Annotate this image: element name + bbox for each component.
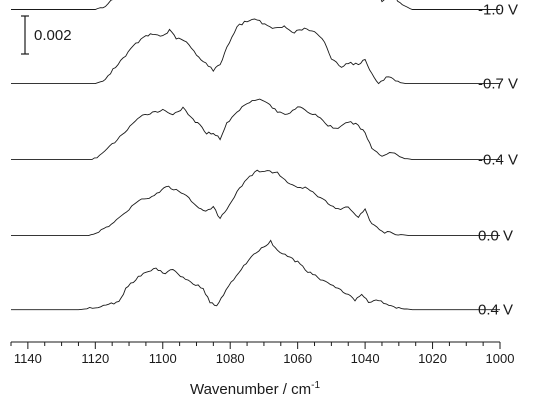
x-tick-label: 1140: [14, 351, 42, 366]
series-label-4: 0.0 V: [478, 228, 513, 245]
x-axis-title-text: Wavenumber / cm: [190, 381, 311, 398]
series-line-5: [11, 239, 500, 311]
x-tick-label: 1120: [81, 351, 109, 366]
x-tick-label: 1020: [418, 351, 447, 366]
x-tick-label: 1000: [486, 351, 515, 366]
x-tick-label: 1080: [216, 351, 245, 366]
series-label-3: -0.4 V: [478, 152, 518, 169]
series-line-3: [11, 98, 500, 161]
x-ticks: 1140 1120 1100 1080 1060 1040 1020 1000: [10, 342, 515, 366]
series-labels: Randomx2-1.0 V-0.7 V-0.4 V0.0 V0.4 V: [478, 2, 518, 319]
scale-bar-label: 0.002: [34, 27, 72, 44]
series-line-1: [11, 0, 500, 10]
x-tick-label: 1100: [149, 351, 177, 366]
series-label-1: -1.0 V: [478, 2, 518, 19]
series-label-5: 0.4 V: [478, 302, 513, 319]
series-line-4: [11, 169, 500, 237]
x-tick-label: 1060: [283, 351, 312, 366]
x-axis: 1140 1120 1100 1080 1060 1040 1020 1000 Wavenum…: [10, 341, 515, 398]
scale-bar: 0.002: [21, 15, 72, 55]
series-label-2: -0.7 V: [478, 76, 518, 93]
series-line-2: [11, 18, 500, 85]
series-group: [11, 0, 500, 311]
x-axis-title: Wavenumber / cm-1: [190, 380, 320, 398]
x-tick-label: 1040: [351, 351, 380, 366]
x-axis-title-superscript: -1: [311, 380, 320, 391]
